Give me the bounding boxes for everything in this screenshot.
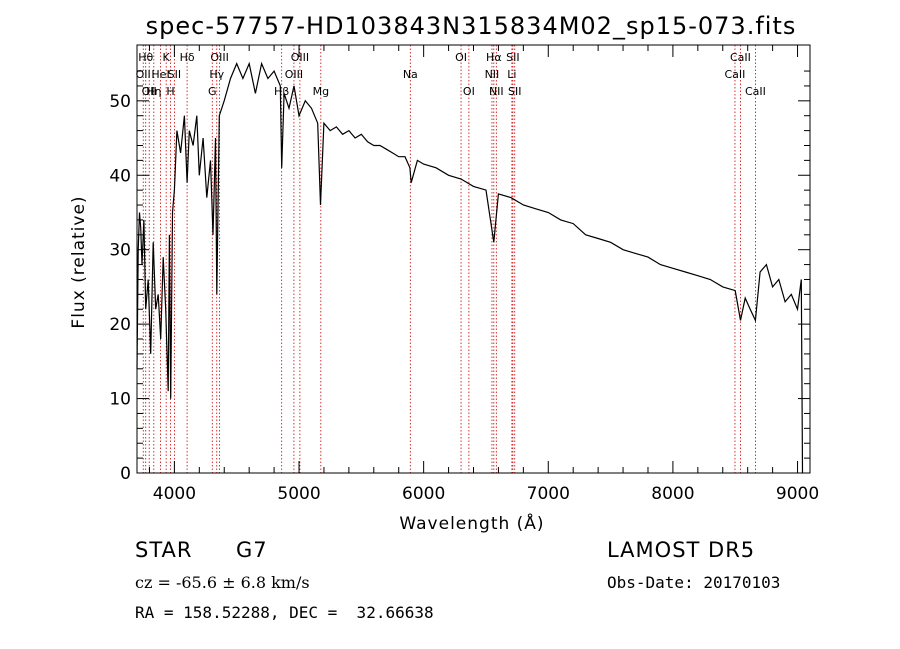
x-axis-label: Wavelength (Å) [399, 512, 544, 534]
line-marker-label: HeI [151, 68, 169, 81]
line-marker-labels: OIIHθOIIHηHeIKHSIIHδGHγOIIIHβOIIIOIIIMgN… [136, 51, 766, 98]
line-marker-label: NII [485, 68, 500, 81]
line-marker-label: K [163, 51, 171, 64]
x-tick-label: 6000 [402, 484, 445, 504]
x-tick-label: 5000 [277, 484, 320, 504]
line-marker-label: Li [507, 68, 516, 81]
line-marker-label: OI [455, 51, 467, 64]
line-marker-label: OIII [210, 51, 228, 64]
line-marker-label: SII [508, 85, 521, 98]
line-marker-label: CaII [725, 68, 746, 81]
observation-date: Obs-Date: 20170103 [607, 573, 781, 592]
chart-title: spec-57757-HD103843N315834M02_sp15-073.f… [146, 12, 797, 40]
y-axis-label: Flux (relative) [69, 195, 89, 328]
line-marker-label: Hβ [274, 85, 289, 98]
line-marker-label: SII [168, 68, 181, 81]
line-marker-label: CaII [745, 85, 766, 98]
line-marker-label: Hα [486, 51, 502, 64]
y-axis: 0 10 20 30 40 50 [109, 70, 810, 484]
radial-velocity: cz = -65.6 ± 6.8 km/s [135, 573, 310, 592]
line-marker-label: Hη [146, 85, 161, 98]
spectral-subclass: G7 [236, 538, 268, 562]
line-marker-label: OIII [291, 51, 309, 64]
x-axis: 4000 5000 6000 7000 8000 9000 [148, 45, 819, 504]
line-marker-label: CaII [730, 51, 751, 64]
y-tick-label: 20 [109, 315, 131, 335]
line-marker-label: Na [403, 68, 418, 81]
line-marker-label: SII [506, 51, 519, 64]
line-marker-label: OIII [285, 68, 303, 81]
x-tick-label: 8000 [651, 484, 694, 504]
coordinates: RA = 158.52288, DEC = 32.66638 [135, 603, 434, 622]
y-tick-label: 30 [109, 241, 131, 261]
y-tick-label: 0 [120, 464, 131, 484]
line-marker-label: OI [463, 85, 475, 98]
survey-name: LAMOST DR5 [607, 538, 756, 562]
x-tick-label: 4000 [153, 484, 196, 504]
line-marker-label: NII [489, 85, 504, 98]
line-marker-label: OII [136, 68, 151, 81]
line-marker-label: OII [142, 85, 157, 98]
line-marker-label: Hδ [180, 51, 195, 64]
line-marker-label: Hθ [138, 51, 153, 64]
line-marker-label: Mg [313, 85, 329, 98]
spectrum-line [136, 61, 804, 474]
plot-frame [136, 44, 811, 474]
x-tick-label: 9000 [776, 484, 819, 504]
line-marker-label: Hγ [209, 68, 224, 81]
y-tick-label: 50 [109, 92, 131, 112]
object-class: STAR [135, 538, 193, 562]
y-tick-label: 10 [109, 390, 131, 410]
line-marker-label: H [166, 85, 174, 98]
line-markers [142, 45, 756, 473]
x-tick-label: 7000 [527, 484, 570, 504]
y-tick-label: 40 [109, 166, 131, 186]
line-marker-label: G [208, 85, 217, 98]
